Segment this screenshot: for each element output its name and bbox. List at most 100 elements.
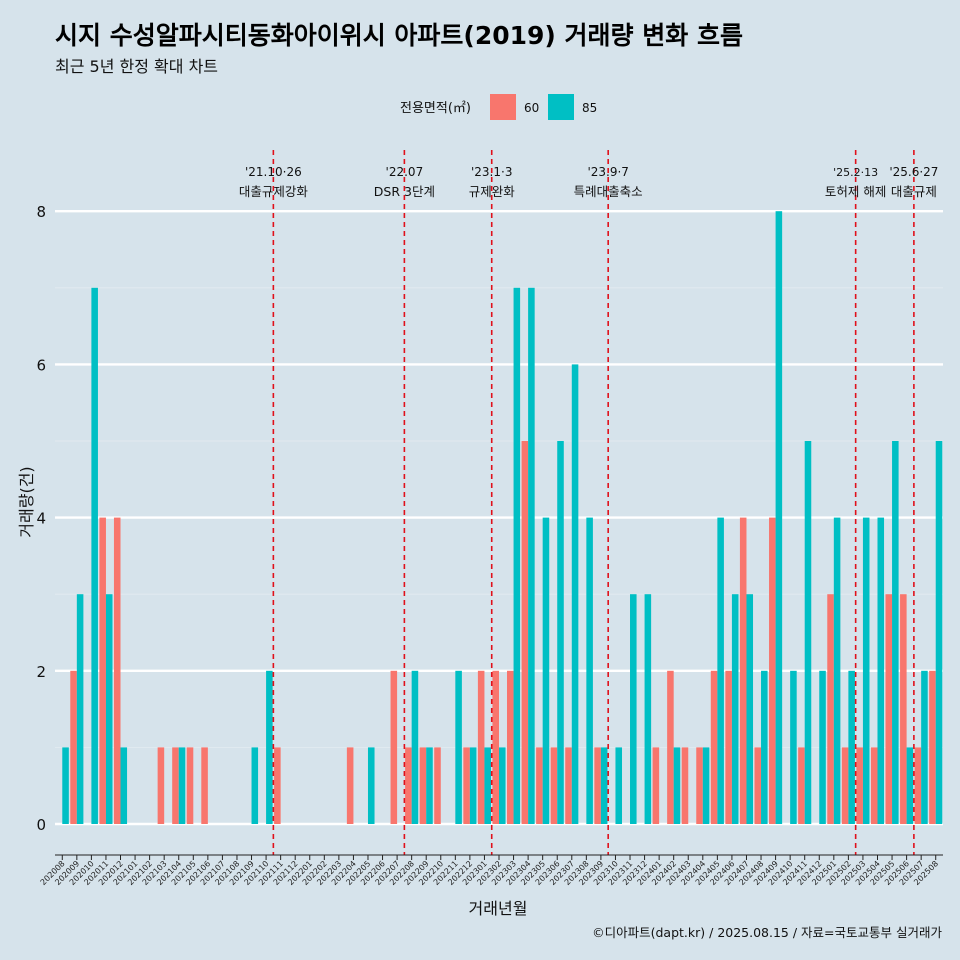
bar-60-202404 xyxy=(696,747,703,824)
bar-60-202011 xyxy=(99,517,106,824)
bar-60-202111 xyxy=(274,747,281,824)
bar-60-202207 xyxy=(390,670,398,824)
bar-85-202404 xyxy=(702,747,710,824)
bar-85-202504 xyxy=(877,517,885,824)
event-date-label: '25.6·27 xyxy=(889,165,938,179)
bar-60-202506 xyxy=(900,594,907,824)
bar-85-202407 xyxy=(746,594,754,824)
bar-60-202209 xyxy=(419,747,427,824)
bar-85-202501 xyxy=(833,517,841,824)
bar-60-202303 xyxy=(507,670,514,824)
event-markers: '21.10·26 대출규제강화 '22.07 DSR 3단계 '23.1·3 규제완화 '… xyxy=(239,150,938,855)
bar-60-202411 xyxy=(798,747,805,824)
bar-60-202403 xyxy=(681,747,689,824)
bar-60-202502 xyxy=(841,747,849,824)
legend: 전용면적(㎡) 60 85 xyxy=(400,94,597,120)
legend-label-60: 60 xyxy=(524,101,539,115)
event-date-label: '22.07 xyxy=(386,165,424,179)
bar-85-202212 xyxy=(469,747,477,824)
bar-85-202008 xyxy=(62,747,69,824)
bar-60-202307 xyxy=(565,747,572,824)
y-tick-label: 8 xyxy=(36,203,46,221)
bar-85-202009 xyxy=(76,594,84,824)
bar-85-202209 xyxy=(426,747,433,824)
event-text-label: 특례대출축소 xyxy=(574,184,643,199)
bar-60-202105 xyxy=(186,747,194,824)
bar-60-202212 xyxy=(463,747,470,824)
event-text-label: 규제완화 xyxy=(469,184,516,199)
bar-85-202305 xyxy=(542,517,550,824)
chart-subtitle: 최근 5년 한정 확대 차트 xyxy=(55,57,219,76)
bar-85-202307 xyxy=(571,364,579,824)
bar-60-202305 xyxy=(536,747,543,824)
bar-85-202411 xyxy=(804,441,812,824)
bar-60-202406 xyxy=(725,670,732,824)
bar-60-202304 xyxy=(521,441,529,824)
event-date-label: '23.9·7 xyxy=(587,165,628,179)
event-text-label: DSR 3단계 xyxy=(374,184,435,199)
bar-60-202408 xyxy=(754,747,762,824)
bar-85-202308 xyxy=(586,517,593,824)
bar-85-202208 xyxy=(411,670,419,824)
bar-85-202303 xyxy=(513,287,521,824)
bar-85-202012 xyxy=(120,747,128,824)
x-axis-title: 거래년월 xyxy=(469,899,528,918)
bar-85-202301 xyxy=(484,747,491,824)
bar-85-202302 xyxy=(499,747,506,824)
bar-60-202012 xyxy=(113,517,121,824)
legend-swatch-85 xyxy=(548,94,574,120)
bar-60-202210 xyxy=(434,747,441,824)
chart-title: 시지 수성알파시티동화아이위시 아파트(2019) 거래량 변화 흐름 xyxy=(55,21,743,50)
bars xyxy=(62,211,943,824)
bar-85-202503 xyxy=(862,517,870,824)
y-tick-label: 4 xyxy=(36,510,46,528)
bar-85-202311 xyxy=(630,594,637,824)
bar-85-202505 xyxy=(892,441,899,824)
bar-60-202405 xyxy=(710,670,718,824)
bar-85-202402 xyxy=(673,747,681,824)
bar-85-202309 xyxy=(600,747,608,824)
bar-60-202104 xyxy=(172,747,179,824)
bar-85-202211 xyxy=(455,670,462,824)
bar-85-202310 xyxy=(615,747,623,824)
bar-60-202503 xyxy=(856,747,863,824)
bar-85-202406 xyxy=(731,594,739,824)
bar-85-202205 xyxy=(367,747,375,824)
bar-85-202508 xyxy=(935,441,943,824)
bar-60-202309 xyxy=(594,747,601,824)
event-text-label: 토허제 해제 xyxy=(825,184,886,199)
legend-title: 전용면적(㎡) xyxy=(400,101,471,116)
bar-60-202208 xyxy=(405,747,412,824)
bar-60-202407 xyxy=(739,517,747,824)
event-date-label: '21.10·26 xyxy=(245,165,302,179)
y-tick-label: 0 xyxy=(36,816,46,834)
event-text-label: 대출규제 xyxy=(891,184,937,199)
bar-85-202304 xyxy=(528,287,535,824)
bar-85-202306 xyxy=(557,441,564,824)
bar-85-202506 xyxy=(906,747,914,824)
bar-85-202405 xyxy=(717,517,724,824)
y-tick-label: 6 xyxy=(36,356,46,374)
y-tick-label: 2 xyxy=(36,663,46,681)
y-axis-title: 거래량(건) xyxy=(17,466,36,537)
bar-85-202502 xyxy=(848,670,855,824)
bar-85-202109 xyxy=(251,747,259,824)
bar-85-202408 xyxy=(761,670,768,824)
bar-60-202306 xyxy=(550,747,558,824)
bar-85-202010 xyxy=(91,287,98,824)
bar-60-202508 xyxy=(929,670,936,824)
bar-85-202104 xyxy=(178,747,186,824)
bar-85-202412 xyxy=(819,670,826,824)
bar-85-202110 xyxy=(266,670,273,824)
bar-60-202009 xyxy=(70,670,77,824)
bar-85-202011 xyxy=(105,594,113,824)
bar-85-202507 xyxy=(921,670,928,824)
bar-60-202401 xyxy=(652,747,660,824)
bar-60-202302 xyxy=(492,670,499,824)
bar-85-202312 xyxy=(644,594,652,824)
bar-60-202103 xyxy=(157,747,165,824)
bar-60-202501 xyxy=(827,594,834,824)
x-axis: 2020082020092020102020112020122021012021… xyxy=(39,854,943,887)
bar-60-202402 xyxy=(667,670,674,824)
